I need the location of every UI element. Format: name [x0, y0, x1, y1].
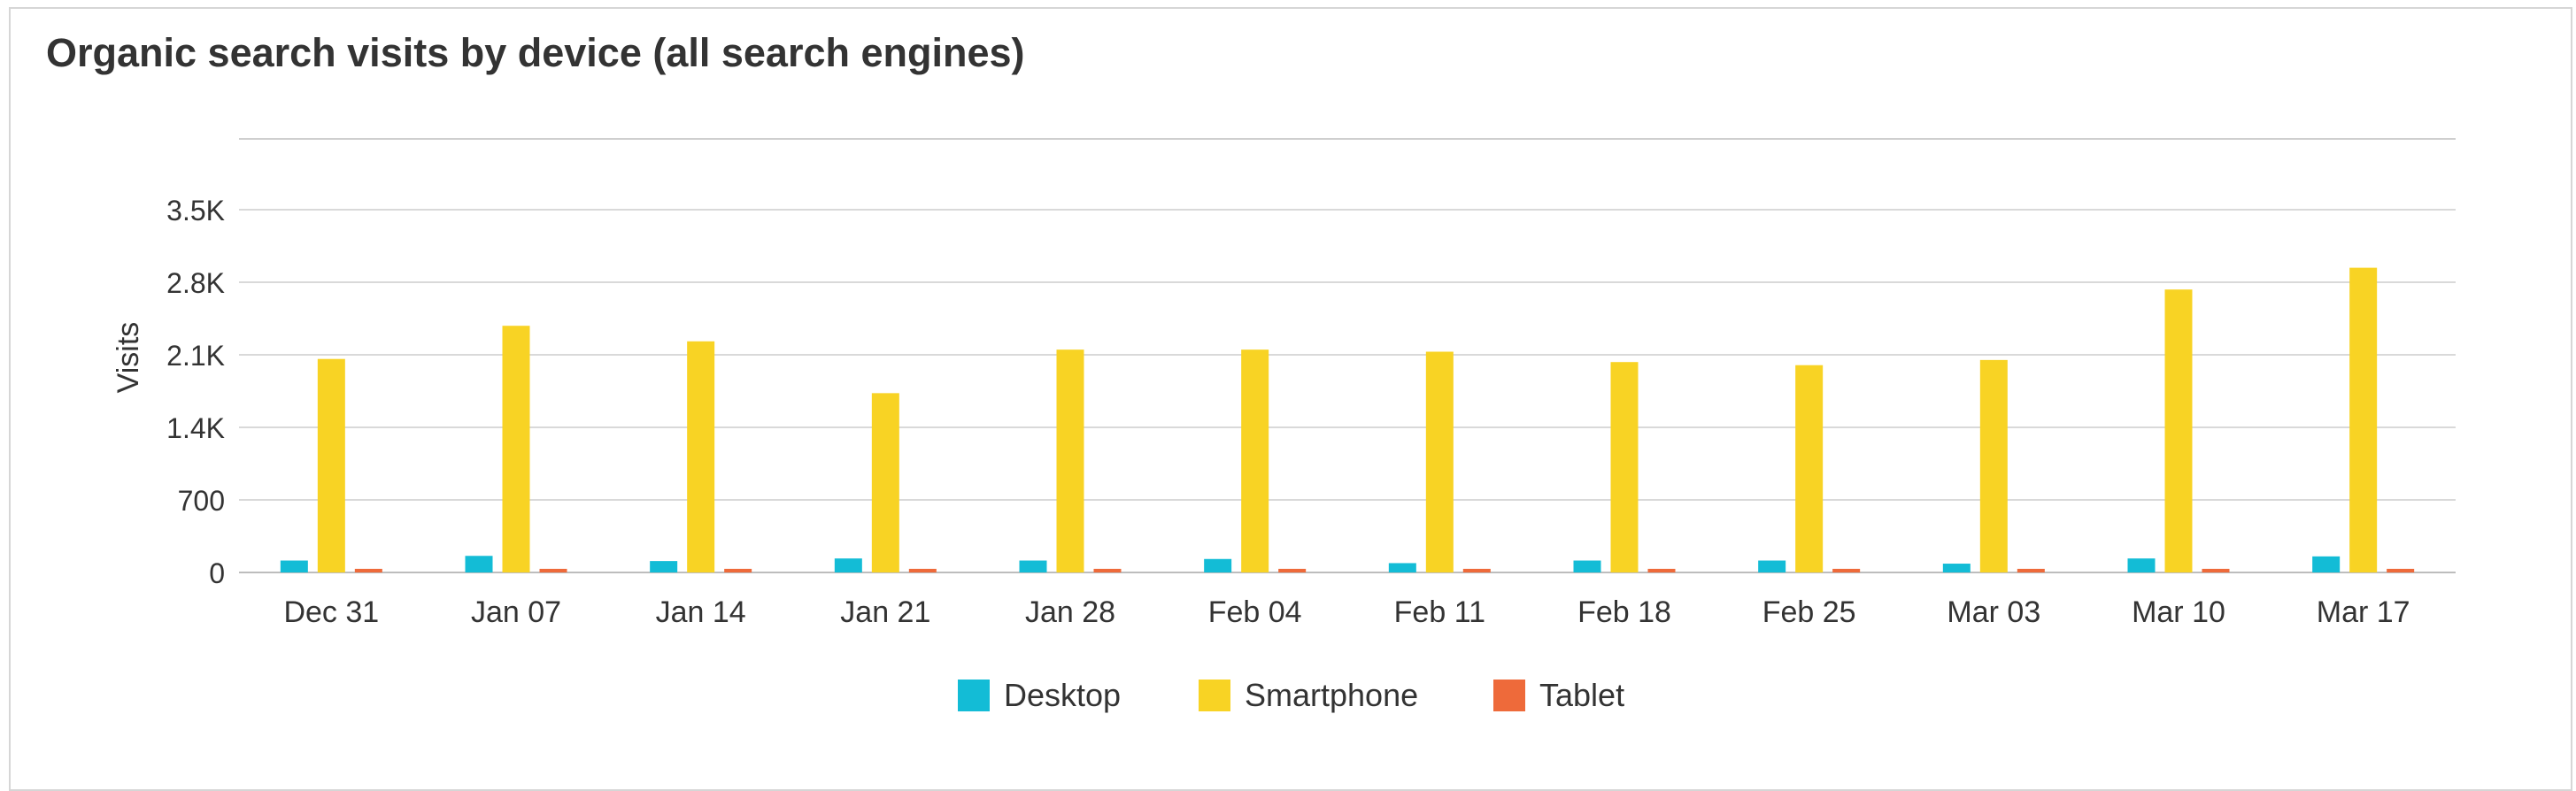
y-tick-label: 3.5K — [166, 195, 225, 227]
bar-tablet — [1832, 568, 1861, 572]
legend-label: Smartphone — [1245, 677, 1419, 713]
x-tick-label: Jan 28 — [1025, 595, 1115, 629]
legend-label: Tablet — [1539, 677, 1625, 713]
bar-desktop — [465, 556, 493, 572]
bar-smartphone — [687, 341, 715, 572]
legend-item-smartphone[interactable]: Smartphone — [1199, 669, 1418, 722]
bar-smartphone — [871, 393, 899, 572]
bar-desktop — [2312, 556, 2341, 572]
x-tick-label: Feb 18 — [1577, 595, 1671, 629]
y-tick-label: 700 — [178, 485, 225, 517]
bar-desktop — [1204, 558, 1232, 572]
legend-swatch — [1493, 680, 1525, 711]
bar-tablet — [1093, 568, 1122, 572]
y-axis-label: Visits — [112, 322, 145, 394]
legend-item-desktop[interactable]: Desktop — [958, 669, 1121, 722]
bar-smartphone — [1425, 351, 1454, 572]
x-tick-label: Mar 17 — [2317, 595, 2410, 629]
bar-desktop — [280, 560, 308, 572]
bar-tablet — [354, 568, 382, 572]
x-tick-label: Jan 14 — [656, 595, 746, 629]
bar-smartphone — [1241, 349, 1269, 572]
bar-smartphone — [2349, 267, 2378, 572]
y-tick-label: 0 — [209, 557, 225, 589]
chart-title: Organic search visits by device (all sea… — [46, 30, 1025, 75]
bar-smartphone — [1056, 349, 1084, 572]
y-tick-label: 2.8K — [166, 267, 225, 299]
bar-smartphone — [317, 358, 345, 572]
x-tick-label: Feb 04 — [1208, 595, 1302, 629]
bar-desktop — [1388, 563, 1416, 572]
bar-tablet — [2017, 568, 2045, 572]
x-tick-label: Jan 21 — [840, 595, 930, 629]
bar-desktop — [1942, 564, 1971, 572]
bar-smartphone — [1979, 359, 2008, 572]
bar-desktop — [2127, 558, 2156, 572]
legend-swatch — [958, 680, 990, 711]
chart-legend: Desktop Smartphone Tablet — [0, 669, 2576, 722]
bar-tablet — [2202, 568, 2230, 572]
bar-tablet — [1462, 568, 1491, 572]
x-tick-label: Dec 31 — [283, 595, 379, 629]
y-tick-label: 2.1K — [166, 340, 225, 372]
chart-card — [9, 7, 2572, 791]
legend-swatch — [1199, 680, 1230, 711]
bar-desktop — [1758, 560, 1786, 572]
x-tick-label: Feb 25 — [1762, 595, 1856, 629]
bar-tablet — [908, 568, 937, 572]
legend-item-tablet[interactable]: Tablet — [1493, 669, 1624, 722]
bar-smartphone — [2164, 289, 2193, 572]
bar-smartphone — [1610, 362, 1639, 572]
legend-label: Desktop — [1004, 677, 1122, 713]
x-tick-label: Jan 07 — [471, 595, 561, 629]
y-tick-label: 1.4K — [166, 412, 225, 444]
bar-tablet — [1647, 568, 1676, 572]
bar-tablet — [724, 568, 752, 572]
bar-smartphone — [502, 326, 530, 572]
bar-tablet — [539, 568, 567, 572]
x-tick-label: Mar 10 — [2132, 595, 2225, 629]
bar-desktop — [834, 558, 862, 572]
x-tick-label: Feb 11 — [1394, 595, 1485, 629]
bar-tablet — [1278, 568, 1307, 572]
bar-desktop — [1019, 560, 1047, 572]
bar-desktop — [1573, 560, 1601, 572]
bar-desktop — [650, 561, 678, 572]
x-tick-label: Mar 03 — [1947, 595, 2040, 629]
bar-tablet — [2387, 568, 2415, 572]
bar-smartphone — [1795, 365, 1824, 572]
